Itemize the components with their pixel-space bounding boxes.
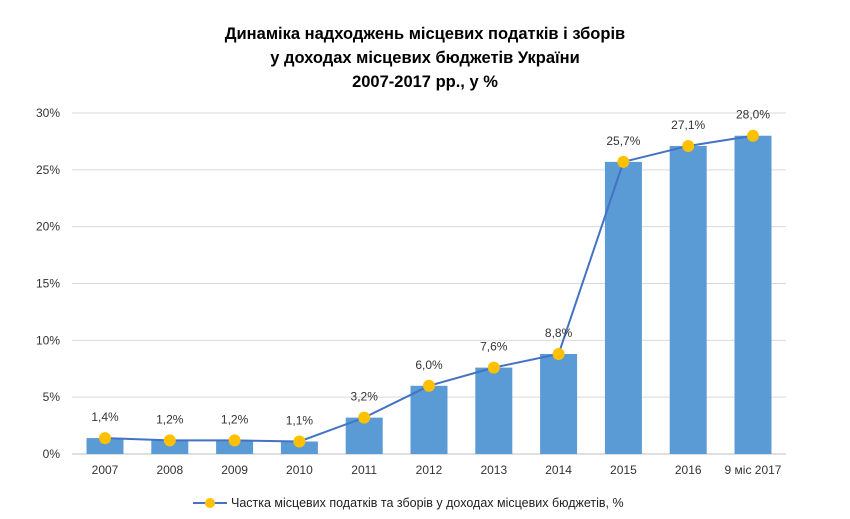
bar — [410, 385, 448, 454]
data-label: 1,1% — [286, 413, 314, 427]
legend-marker-icon — [193, 498, 227, 508]
data-label: 7,6% — [480, 340, 508, 354]
data-label: 8,8% — [545, 326, 573, 340]
bar — [345, 417, 383, 454]
data-point — [293, 435, 306, 448]
bar — [216, 440, 254, 454]
data-label: 1,4% — [91, 410, 119, 424]
data-point — [228, 434, 241, 447]
data-label: 1,2% — [156, 412, 184, 426]
x-tick-label: 2012 — [416, 463, 443, 477]
bar — [86, 438, 124, 454]
x-tick-label: 2011 — [351, 463, 377, 477]
y-tick-label: 10% — [36, 333, 60, 347]
data-point — [747, 129, 759, 142]
bar — [540, 353, 578, 454]
x-tick-label: 2009 — [221, 463, 248, 477]
data-point — [617, 155, 630, 168]
legend-label: Частка місцевих податків та зборів у дох… — [231, 496, 624, 510]
x-tick-label: 2016 — [675, 463, 702, 477]
x-tick-label: 2008 — [156, 463, 183, 477]
y-tick-label: 5% — [43, 390, 61, 404]
title-line-2: у доходах місцевих бюджетів України — [270, 49, 580, 67]
bar — [604, 161, 642, 455]
data-point — [99, 432, 111, 445]
data-point — [423, 379, 435, 392]
x-tick-label: 2015 — [610, 463, 637, 477]
data-point — [552, 347, 565, 360]
x-tick-label: 2010 — [286, 463, 313, 477]
bar — [734, 135, 772, 454]
data-label: 27,1% — [671, 118, 705, 132]
data-label: 1,2% — [221, 412, 249, 426]
data-label: 25,7% — [606, 134, 640, 148]
y-tick-label: 25% — [36, 163, 60, 177]
data-point — [163, 434, 176, 447]
bar — [280, 441, 318, 454]
data-point — [682, 139, 695, 152]
x-tick-label: 2014 — [545, 463, 572, 477]
legend: Частка місцевих податків та зборів у дох… — [193, 496, 624, 510]
x-tick-label: 9 міс 2017 — [725, 463, 782, 477]
y-tick-label: 15% — [36, 277, 60, 291]
data-label: 3,2% — [351, 390, 379, 404]
title-line-3: 2007-2017 рр., у % — [352, 73, 498, 91]
bar — [151, 440, 189, 454]
y-tick-label: 20% — [36, 220, 60, 234]
chart-title: Динаміка надходжень місцевих податків і … — [0, 22, 850, 94]
data-label: 6,0% — [415, 358, 443, 372]
data-label: 28,0% — [736, 108, 770, 122]
y-tick-label: 30% — [36, 106, 60, 120]
bar — [475, 367, 513, 454]
title-line-1: Динаміка надходжень місцевих податків і … — [224, 25, 626, 43]
bar — [669, 145, 707, 455]
x-tick-label: 2013 — [480, 463, 507, 477]
data-point — [358, 411, 371, 424]
x-tick-label: 2007 — [92, 463, 119, 477]
data-point — [487, 361, 500, 374]
y-tick-label: 0% — [43, 447, 61, 461]
